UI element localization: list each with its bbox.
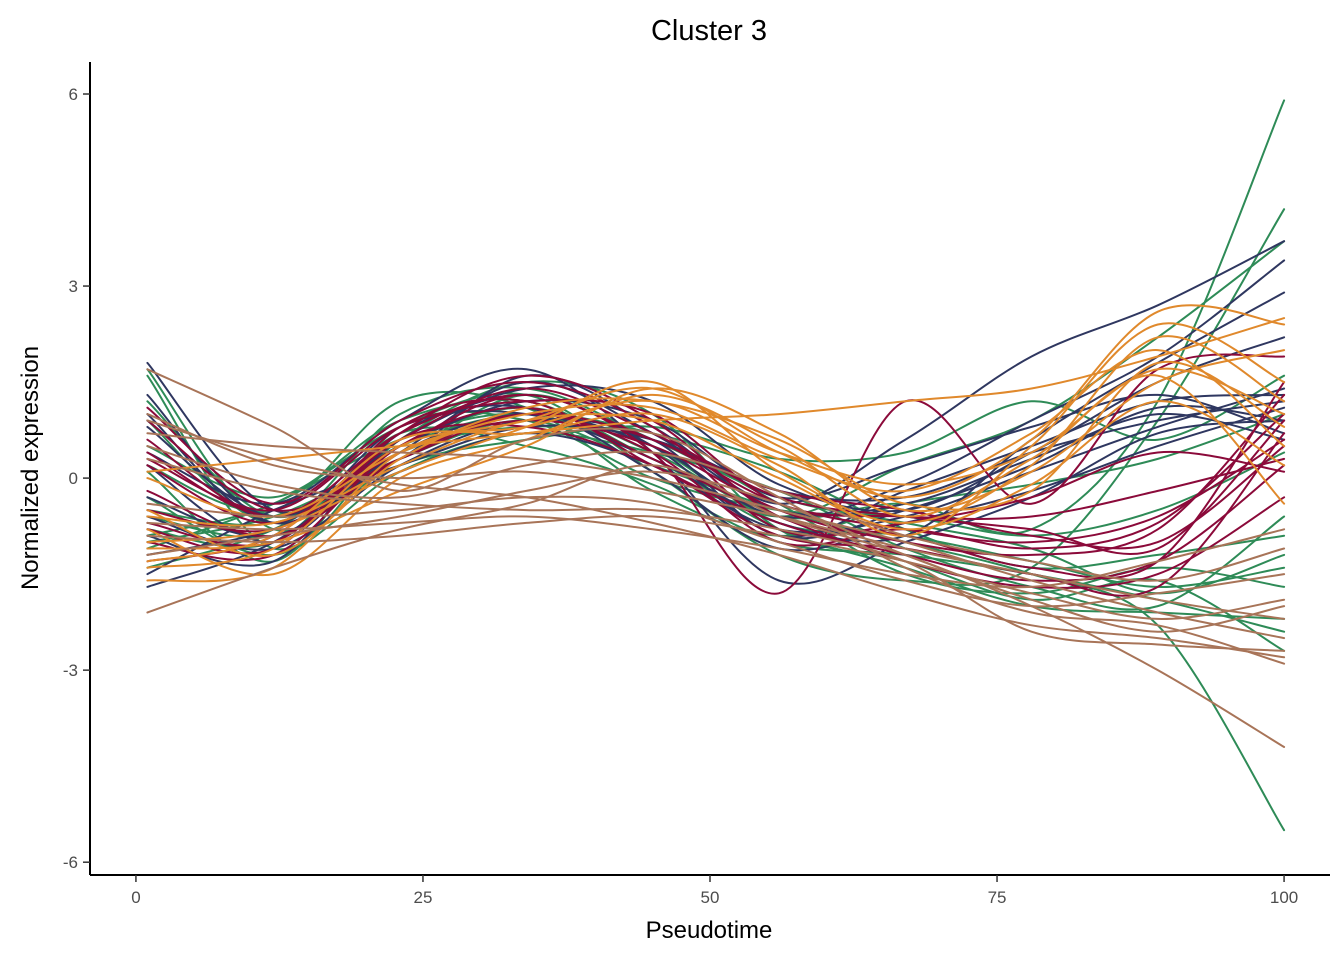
x-tick-label: 75 (988, 888, 1007, 907)
series-line-52 (146, 432, 1286, 640)
y-tick-label: 3 (69, 277, 78, 296)
series-line-56 (146, 413, 1286, 620)
series-line-46 (146, 349, 1286, 518)
y-tick-label: 0 (69, 469, 78, 488)
x-axis-title: Pseudotime (646, 917, 773, 944)
x-tick-label: 100 (1270, 888, 1298, 907)
x-tick-label: 25 (414, 888, 433, 907)
x-tick-label: 50 (701, 888, 720, 907)
x-tick-label: 0 (131, 888, 140, 907)
series-line-54 (146, 457, 1286, 652)
series-line-39 (146, 423, 1286, 597)
series-line-50 (146, 464, 1286, 748)
series-line-41 (146, 317, 1286, 473)
series-line-36 (146, 393, 1286, 550)
series-line-2 (146, 208, 1286, 586)
series-line-60 (146, 419, 1286, 659)
series-line-55 (146, 495, 1286, 608)
series-line-38 (146, 398, 1286, 520)
series-line-47 (146, 349, 1286, 550)
y-tick-label: -3 (63, 661, 78, 680)
chart-title: Cluster 3 (651, 15, 767, 47)
series-line-34 (146, 381, 1286, 537)
y-axis-title: Normalized expression (17, 346, 44, 590)
ticks-layer: 0 25 50 75 100 -6 -3 0 3 6 (63, 85, 1298, 907)
y-tick-label: 6 (69, 85, 78, 104)
series-line-20 (146, 367, 1286, 585)
series-line-53 (146, 515, 1286, 620)
series-line-24 (146, 381, 1286, 538)
series-line-35 (146, 406, 1286, 589)
series-layer (146, 99, 1286, 832)
y-tick-label: -6 (63, 853, 78, 872)
series-line-58 (146, 445, 1286, 582)
series-line-44 (146, 322, 1286, 563)
